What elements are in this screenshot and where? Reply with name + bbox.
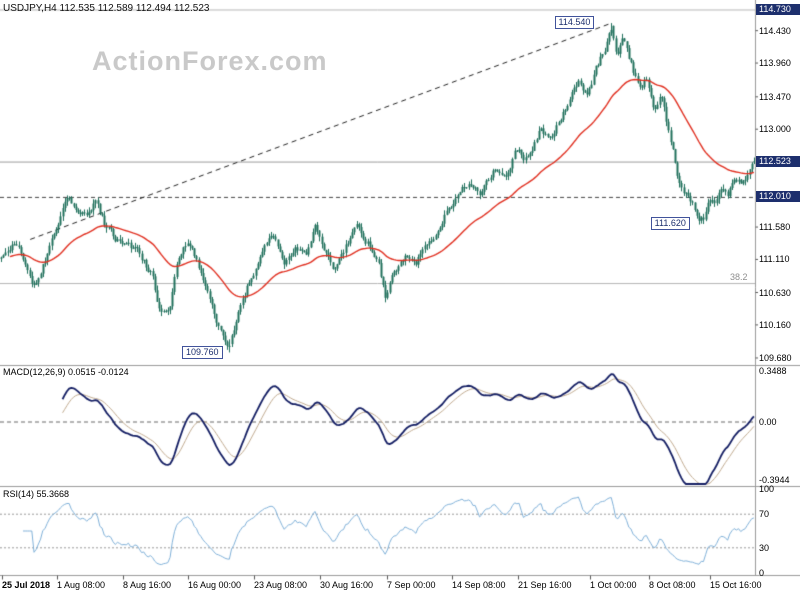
rsi-tick-label: 0 <box>759 568 765 578</box>
time-tick-label: 25 Jul 2018 <box>2 580 51 590</box>
macd-tick-label: -0.3944 <box>759 474 790 485</box>
time-tick-label: 14 Sep 08:00 <box>452 580 506 590</box>
price-tick-label: 113.470 <box>759 91 791 102</box>
macd-tick-label: 0.00 <box>759 417 777 427</box>
time-tick-label: 21 Sep 16:00 <box>518 580 572 590</box>
macd-indicator-label: MACD(12,26,9) 0.0515 -0.0124 <box>3 367 129 377</box>
time-tick-label: 15 Oct 16:00 <box>710 580 762 590</box>
time-tick-label: 23 Aug 08:00 <box>254 580 308 590</box>
price-level-badge: 114.730 <box>756 3 800 15</box>
price-tick-label: 110.630 <box>759 287 791 298</box>
time-tick-label: 7 Sep 00:00 <box>387 580 436 590</box>
time-tick-label: 8 Aug 16:00 <box>123 580 172 590</box>
time-tick-label: 30 Aug 16:00 <box>320 580 374 590</box>
rsi-indicator-label: RSI(14) 55.3668 <box>3 489 70 499</box>
fibonacci-label: 38.2 <box>730 271 748 282</box>
time-tick-label: 1 Oct 00:00 <box>590 580 637 590</box>
price-tick-label: 113.000 <box>759 124 791 135</box>
price-level-badge: 112.523 <box>756 156 800 168</box>
time-tick-label: 1 Aug 08:00 <box>57 580 106 590</box>
macd-tick-label: 0.3488 <box>759 366 787 377</box>
rsi-tick-label: 70 <box>759 509 770 520</box>
price-tick-label: 111.580 <box>759 222 791 233</box>
rsi-tick-label: 100 <box>759 484 775 494</box>
price-tick-label: 114.430 <box>759 25 791 36</box>
level-label-major-low: 109.760 <box>182 346 223 360</box>
level-label-recent-low: 111.620 <box>650 217 690 231</box>
price-level-badge: 112.010 <box>756 191 800 203</box>
price-tick-label: 110.160 <box>759 319 791 330</box>
rsi-tick-label: 30 <box>759 542 770 553</box>
price-tick-label: 109.680 <box>759 352 792 363</box>
level-label-peak: 114.540 <box>554 16 595 30</box>
symbol-ohlc-title: USDJPY,H4 112.535 112.589 112.494 112.52… <box>3 3 210 14</box>
price-tick-label: 113.960 <box>759 58 791 69</box>
time-tick-label: 8 Oct 08:00 <box>649 580 696 590</box>
price-tick-label: 111.110 <box>759 254 790 265</box>
time-tick-label: 16 Aug 00:00 <box>188 580 242 590</box>
